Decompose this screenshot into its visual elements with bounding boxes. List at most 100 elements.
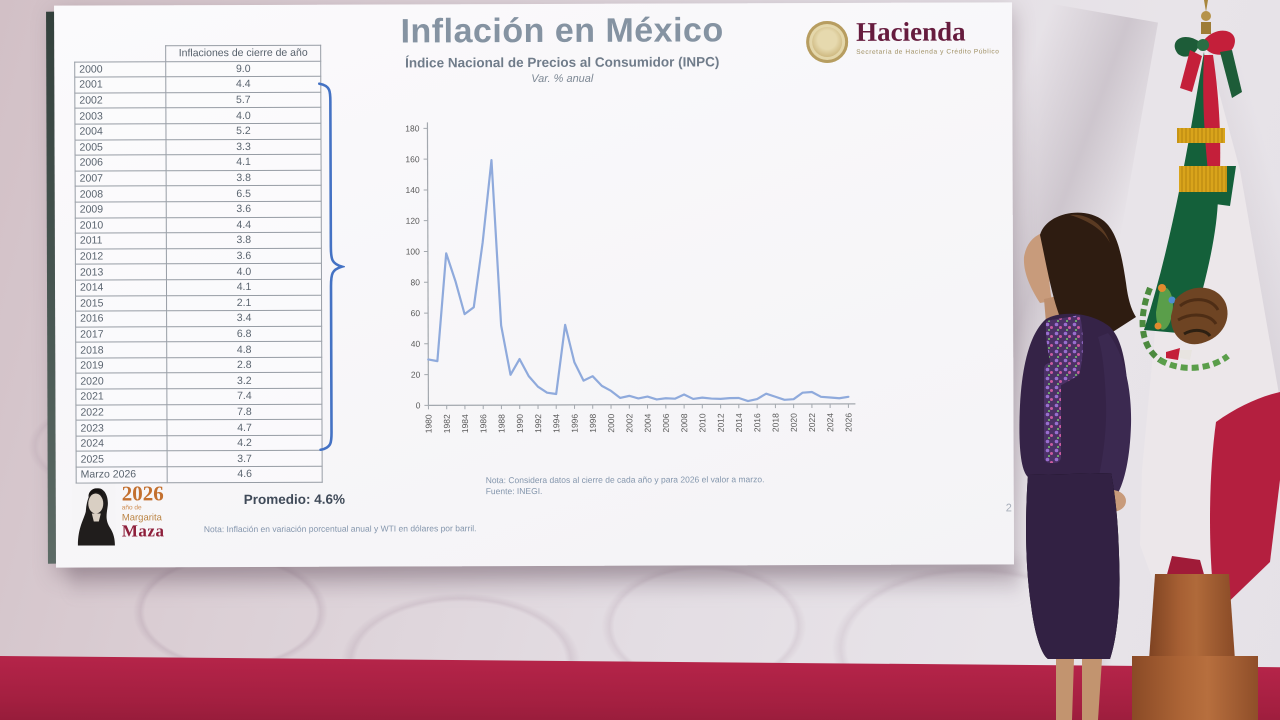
table-row: 2016 3.4: [75, 310, 322, 327]
page-title: Inflación en México: [400, 11, 724, 51]
table-brace: [317, 82, 346, 452]
flag-finial-icon: [1201, 0, 1211, 34]
table-value-cell: 4.4: [166, 216, 322, 233]
bottom-note: Nota: Inflación en variación porcentual …: [203, 523, 477, 535]
svg-text:1990: 1990: [515, 414, 525, 433]
svg-text:2004: 2004: [643, 413, 653, 432]
hacienda-logo-subtitle: Secretaría de Hacienda y Crédito Público: [856, 48, 1000, 56]
table-year-cell: 2006: [75, 154, 167, 171]
table-row: 2021 7.4: [75, 388, 322, 405]
table-year-cell: 2014: [75, 279, 167, 296]
slide-units-label: Var. % anual: [531, 72, 594, 86]
table-value-cell: 3.3: [165, 138, 322, 155]
flag-coat-of-arms-icon: [1139, 284, 1230, 371]
table-year-cell: 2015: [75, 295, 167, 312]
table-value-cell: 4.4: [165, 76, 321, 93]
table-year-cell: 2002: [74, 92, 166, 109]
person-skirt: [1026, 473, 1120, 659]
screen-bezel: [46, 11, 56, 564]
svg-text:2022: 2022: [807, 413, 817, 432]
inflation-series-line: [427, 159, 850, 403]
table-year-cell: 2018: [75, 342, 167, 358]
svg-text:1998: 1998: [588, 414, 598, 433]
svg-text:180: 180: [405, 123, 419, 133]
svg-text:2006: 2006: [661, 413, 671, 432]
table-row: 2017 6.8: [75, 325, 322, 343]
table-year-cell: 2007: [75, 170, 167, 187]
table-year-cell: 2003: [74, 108, 166, 125]
table-row: 2023 4.7: [75, 419, 323, 436]
person-presenter: [1019, 212, 1136, 720]
table-row: 2022 7.8: [75, 403, 322, 421]
table-row: 2002 5.7: [74, 92, 321, 109]
svg-text:1984: 1984: [460, 414, 470, 433]
table-row: 2020 3.2: [75, 372, 322, 390]
table-row: 2018 4.8: [75, 341, 322, 358]
year-branding: 2026 año de Margarita Maza: [71, 481, 165, 546]
table-value-cell: 7.8: [166, 403, 322, 421]
table-value-cell: 2.1: [166, 294, 322, 311]
svg-text:120: 120: [406, 216, 420, 226]
table-value-cell: 4.1: [166, 279, 322, 296]
svg-text:2002: 2002: [624, 413, 634, 432]
mexican-flag: [1139, 0, 1280, 614]
inflation-line-chart: 0 20 40 60 80 100 120 140 160 180 1980 1982 1984 1986…: [389, 113, 870, 455]
presentation-slide: Inflación en México Índice Nacional de P…: [46, 2, 1014, 568]
table-year-cell: 2019: [75, 357, 167, 374]
table-year-cell: 2021: [75, 388, 167, 405]
svg-text:1982: 1982: [442, 414, 452, 433]
svg-text:100: 100: [406, 246, 420, 256]
table-value-cell: 3.8: [166, 169, 322, 187]
table-year-cell: 2024: [76, 435, 168, 452]
table-row: 2015 2.1: [75, 294, 322, 312]
svg-text:2018: 2018: [770, 413, 780, 432]
person-leg-right: [1082, 659, 1102, 720]
table-year-cell: 2008: [75, 186, 167, 203]
table-value-cell: 3.8: [166, 232, 322, 249]
person-arm: [1096, 333, 1132, 500]
table-row: Marzo 2026 4.6: [76, 466, 323, 483]
table-value-cell: 4.2: [167, 435, 323, 452]
flag-bow-icon: [1174, 30, 1242, 98]
table-year-cell: 2005: [74, 139, 167, 156]
svg-text:2026: 2026: [843, 413, 853, 432]
table-row: 2019 2.8: [75, 357, 322, 374]
table-value-cell: 7.4: [166, 388, 322, 405]
table-row: 2012 3.6: [75, 247, 322, 265]
svg-text:2020: 2020: [789, 413, 799, 432]
table-value-cell: 5.2: [165, 123, 321, 140]
table-value-cell: 6.5: [166, 185, 322, 202]
table-year-cell: 2023: [75, 420, 168, 436]
svg-text:1996: 1996: [570, 414, 580, 433]
svg-text:140: 140: [405, 185, 419, 195]
svg-text:160: 160: [405, 154, 419, 164]
branding-year: 2026: [121, 481, 164, 506]
svg-text:1986: 1986: [478, 414, 488, 433]
table-year-cell: 2025: [76, 451, 168, 468]
table-row: 2014 4.1: [75, 279, 322, 296]
table-row: 2003 4.0: [74, 107, 321, 125]
table-value-cell: 9.0: [165, 60, 321, 77]
table-value-cell: 4.0: [166, 263, 322, 280]
table-year-cell: 2016: [75, 310, 167, 327]
hacienda-seal-icon: [806, 20, 849, 64]
svg-text:20: 20: [411, 370, 421, 380]
table-value-cell: 4.8: [166, 341, 322, 358]
table-year-cell: 2011: [75, 232, 167, 249]
table-row: 2010 4.4: [75, 216, 322, 234]
table-row: 2013 4.0: [75, 263, 322, 281]
svg-text:60: 60: [411, 308, 421, 318]
table-value-cell: 3.2: [166, 372, 322, 389]
table-value-cell: 5.7: [165, 92, 321, 109]
average-label: Promedio: 4.6%: [243, 491, 346, 508]
table-value-cell: 3.6: [166, 201, 322, 218]
table-row: 2011 3.8: [75, 232, 322, 249]
table-row: 2000 9.0: [74, 60, 321, 78]
svg-text:2014: 2014: [734, 413, 744, 432]
slide-subtitle: Índice Nacional de Precios al Consumidor…: [405, 54, 720, 71]
table-value-cell: 3.6: [166, 247, 322, 265]
svg-text:40: 40: [411, 339, 421, 349]
svg-text:2008: 2008: [679, 413, 689, 432]
table-row: 2025 3.7: [76, 450, 323, 468]
table-row: 2024 4.2: [76, 435, 323, 452]
